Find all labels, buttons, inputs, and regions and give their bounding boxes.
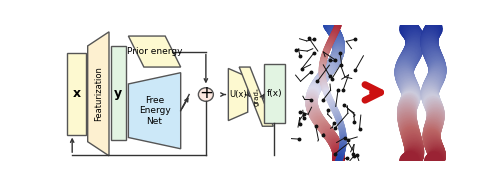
Text: Free
Energy
Net: Free Energy Net: [138, 96, 170, 126]
Polygon shape: [128, 73, 180, 149]
Text: +: +: [199, 84, 213, 102]
Text: Prior energy: Prior energy: [127, 47, 182, 56]
Bar: [111, 46, 126, 140]
Polygon shape: [228, 68, 248, 121]
Text: y: y: [114, 87, 122, 100]
Ellipse shape: [198, 88, 214, 101]
Bar: [264, 64, 284, 123]
Polygon shape: [88, 32, 109, 156]
Polygon shape: [239, 67, 274, 126]
Text: U(x): U(x): [229, 90, 247, 99]
Text: gradₓ: gradₓ: [254, 87, 259, 106]
Text: x: x: [72, 87, 80, 100]
Bar: [67, 53, 86, 135]
Text: f(x): f(x): [266, 89, 282, 98]
Polygon shape: [128, 36, 180, 67]
Text: Featurization: Featurization: [94, 66, 103, 121]
